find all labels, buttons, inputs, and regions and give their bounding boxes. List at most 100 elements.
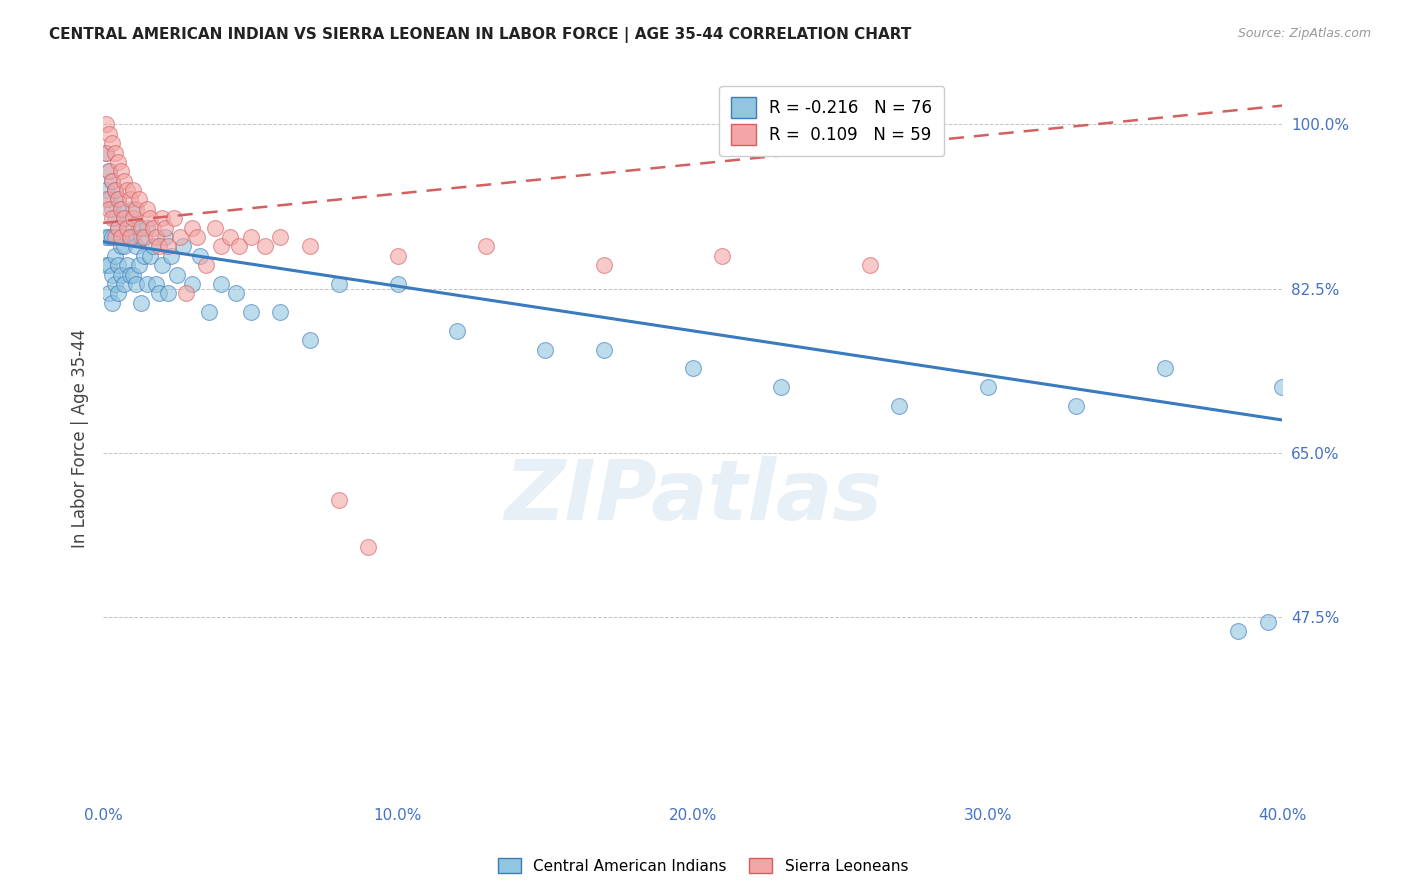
Point [101, 174, 124, 188]
Point [112, 211, 135, 226]
Point [387, 277, 409, 291]
Point [269, 305, 291, 319]
Point [110, 164, 132, 178]
Point [98, 164, 121, 178]
Point [110, 202, 132, 216]
Point [131, 295, 153, 310]
Text: ZIPatlas: ZIPatlas [503, 456, 882, 537]
Point [150, 258, 173, 272]
Point [101, 268, 124, 282]
Point [593, 343, 616, 357]
Point [101, 211, 124, 226]
Point [104, 183, 127, 197]
Point [118, 193, 141, 207]
Point [328, 492, 350, 507]
Point [204, 220, 226, 235]
Point [209, 239, 232, 253]
Point [107, 220, 129, 235]
Point [770, 380, 793, 394]
Point [446, 324, 468, 338]
Point [128, 220, 150, 235]
Point [169, 230, 191, 244]
Point [593, 258, 616, 272]
Point [104, 249, 127, 263]
Point [148, 286, 170, 301]
Point [682, 361, 704, 376]
Point [98, 230, 121, 244]
Point [110, 230, 132, 244]
Point [1153, 361, 1175, 376]
Point [128, 193, 150, 207]
Point [128, 258, 150, 272]
Point [166, 268, 188, 282]
Point [180, 277, 202, 291]
Point [475, 239, 498, 253]
Point [172, 239, 194, 253]
Point [118, 230, 141, 244]
Point [110, 202, 132, 216]
Point [115, 220, 138, 235]
Point [139, 249, 162, 263]
Point [121, 202, 143, 216]
Point [131, 220, 153, 235]
Point [107, 258, 129, 272]
Point [101, 174, 124, 188]
Point [101, 295, 124, 310]
Point [134, 230, 156, 244]
Point [112, 277, 135, 291]
Point [889, 399, 911, 413]
Point [142, 220, 165, 235]
Point [107, 286, 129, 301]
Point [107, 220, 129, 235]
Point [94, 183, 117, 197]
Point [104, 230, 127, 244]
Point [298, 239, 321, 253]
Point [98, 202, 121, 216]
Point [121, 230, 143, 244]
Point [357, 540, 380, 554]
Point [136, 220, 159, 235]
Point [107, 193, 129, 207]
Point [118, 230, 141, 244]
Point [107, 155, 129, 169]
Point [328, 277, 350, 291]
Point [98, 193, 121, 207]
Point [101, 136, 124, 150]
Point [134, 249, 156, 263]
Point [104, 277, 127, 291]
Point [94, 145, 117, 160]
Point [121, 183, 143, 197]
Point [94, 258, 117, 272]
Point [139, 211, 162, 226]
Point [225, 286, 247, 301]
Point [145, 277, 167, 291]
Text: CENTRAL AMERICAN INDIAN VS SIERRA LEONEAN IN LABOR FORCE | AGE 35-44 CORRELATION: CENTRAL AMERICAN INDIAN VS SIERRA LEONEA… [49, 27, 911, 43]
Text: Source: ZipAtlas.com: Source: ZipAtlas.com [1237, 27, 1371, 40]
Point [160, 249, 183, 263]
Point [180, 220, 202, 235]
Point [104, 145, 127, 160]
Point [121, 268, 143, 282]
Point [228, 239, 250, 253]
Point [131, 230, 153, 244]
Point [112, 211, 135, 226]
Point [110, 268, 132, 282]
Point [254, 239, 277, 253]
Legend: R = -0.216   N = 76, R =  0.109   N = 59: R = -0.216 N = 76, R = 0.109 N = 59 [720, 86, 943, 156]
Point [976, 380, 998, 394]
Point [153, 220, 176, 235]
Legend: Central American Indians, Sierra Leoneans: Central American Indians, Sierra Leonean… [492, 852, 914, 880]
Point [98, 127, 121, 141]
Point [153, 230, 176, 244]
Point [186, 230, 208, 244]
Point [190, 249, 212, 263]
Point [711, 249, 734, 263]
Point [110, 239, 132, 253]
Point [112, 239, 135, 253]
Point [104, 211, 127, 226]
Point [859, 258, 882, 272]
Point [1227, 624, 1250, 639]
Point [115, 258, 138, 272]
Point [98, 286, 121, 301]
Point [219, 230, 242, 244]
